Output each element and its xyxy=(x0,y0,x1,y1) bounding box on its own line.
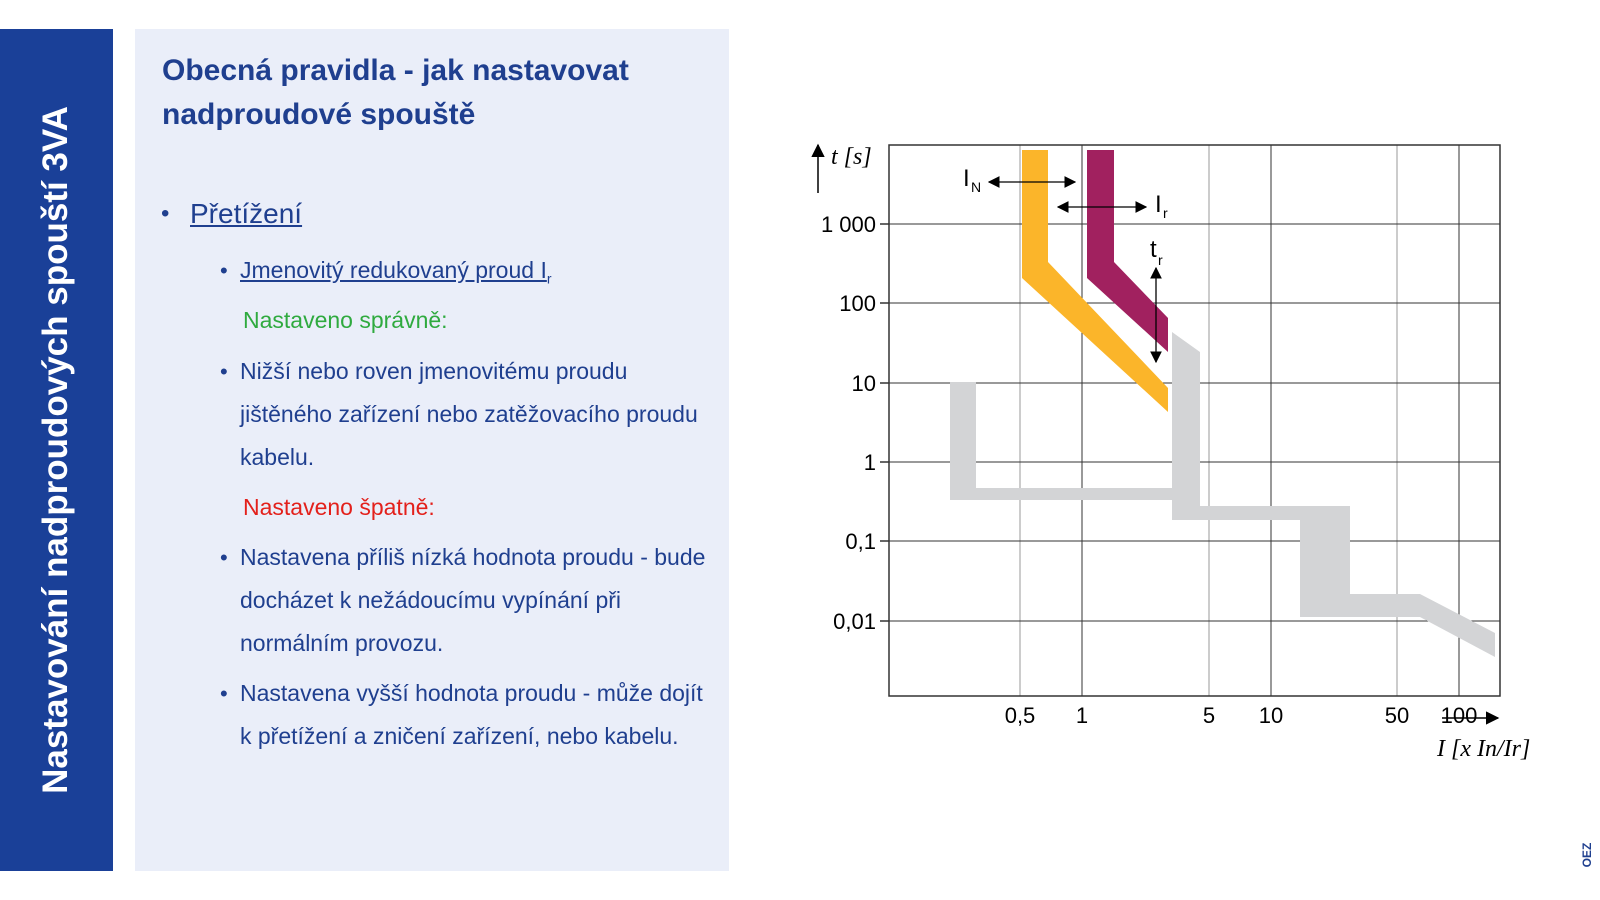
content-panel xyxy=(135,29,729,871)
x-tick-label: 10 xyxy=(1259,703,1283,728)
x-axis-label: I [x In/Ir] xyxy=(1436,736,1530,762)
side-title: Nastavování nadproudových spouští 3VA xyxy=(36,106,75,794)
bullet-icon: • xyxy=(220,359,228,384)
x-tick-label: 50 xyxy=(1385,703,1409,728)
oez-logo: OEZ xyxy=(1580,842,1594,868)
label-tr: t xyxy=(1150,236,1157,263)
wrong-item: Nastavena příliš nízká hodnota proudu - … xyxy=(240,544,706,656)
y-tick-label: 0,1 xyxy=(845,529,876,554)
wrong-label: Nastaveno špatně: xyxy=(243,494,435,520)
bullet-icon: • xyxy=(220,258,228,283)
x-tick-label: 0,5 xyxy=(1005,703,1036,728)
y-tick-label: 10 xyxy=(852,371,876,396)
bullet-icon: • xyxy=(220,681,228,706)
correct-item: Nižší nebo roven jmenovitému proudu jišt… xyxy=(240,358,698,470)
magenta-band xyxy=(1087,150,1168,352)
label-ir-sub: r xyxy=(1163,205,1168,221)
subsection-link-rated-current[interactable]: Jmenovitý redukovaný proud Ir xyxy=(240,257,552,287)
plot-frame xyxy=(888,144,1501,697)
y-tick-label: 1 000 xyxy=(821,212,876,237)
section-link-overload[interactable]: Přetížení xyxy=(190,198,303,229)
side-title-bar xyxy=(0,29,113,871)
gray-band xyxy=(950,332,1495,657)
trip-curve-diagram: t [s] I [x In/Ir] 1 000 100 10 1 0,1 0,0… xyxy=(811,143,1530,762)
label-ir: I xyxy=(1155,191,1162,218)
y-axis-label: t [s] xyxy=(831,144,872,170)
correct-label: Nastaveno správně: xyxy=(243,307,448,333)
y-tick-label: 0,01 xyxy=(833,609,876,634)
x-tick-label: 5 xyxy=(1203,703,1215,728)
bullet-icon: • xyxy=(161,200,170,227)
label-tr-sub: r xyxy=(1158,252,1163,268)
x-tick-label: 100 xyxy=(1441,703,1478,728)
y-tick-label: 100 xyxy=(839,291,876,316)
label-in: I xyxy=(963,165,970,192)
y-ticks xyxy=(880,223,889,622)
y-tick-label: 1 xyxy=(864,450,876,475)
page-title: Obecná pravidla - jak nastavovat nadprou… xyxy=(162,54,629,131)
x-tick-label: 1 xyxy=(1076,703,1088,728)
grid xyxy=(888,144,1501,697)
label-in-sub: N xyxy=(971,179,981,195)
bullet-icon: • xyxy=(220,545,228,570)
wrong-item: Nastavena vyšší hodnota proudu - může do… xyxy=(240,680,703,749)
